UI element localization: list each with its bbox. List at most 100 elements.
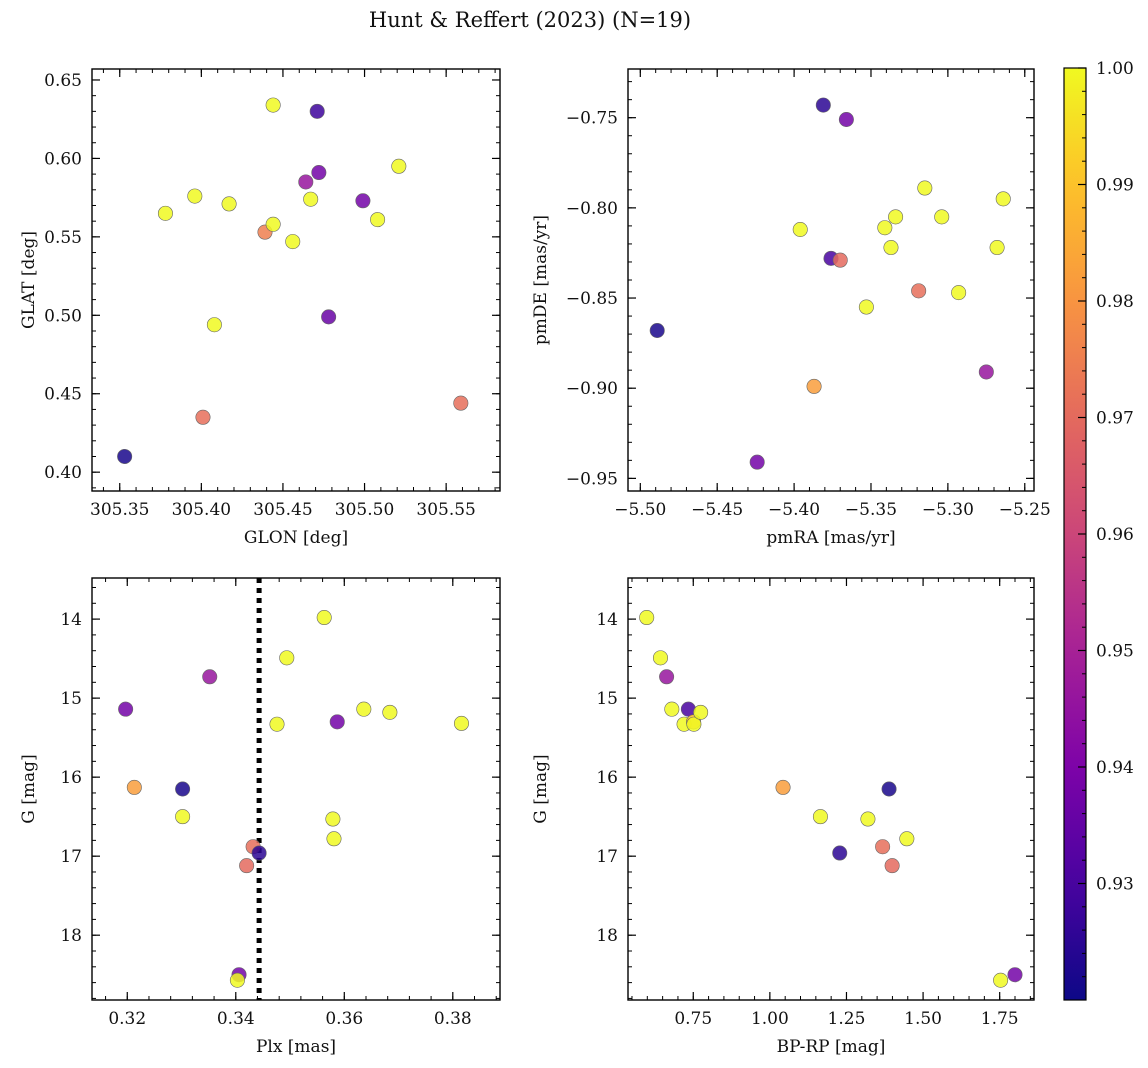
colorbar-tick-label: 0.98 [1096, 292, 1134, 312]
y-tick-label: −0.90 [566, 379, 618, 399]
colorbar-tick-label: 0.95 [1096, 642, 1134, 662]
data-point [382, 704, 398, 720]
y-tick-label: 15 [596, 689, 618, 709]
data-point [298, 174, 314, 190]
y-tick-label: 17 [60, 847, 82, 867]
y-tick-label: 15 [60, 689, 82, 709]
y-axis-label: G [mag] [19, 754, 39, 823]
data-point [117, 448, 133, 464]
data-point [118, 701, 134, 717]
data-point [989, 240, 1005, 256]
y-tick-label: −0.80 [566, 199, 618, 219]
data-point [838, 111, 854, 127]
y-tick-label: 0.50 [44, 306, 82, 326]
data-point [175, 781, 191, 797]
x-tick-label: −5.40 [768, 500, 820, 520]
colorbar-tick-label: 0.94 [1096, 758, 1134, 778]
y-tick-label: −0.85 [566, 289, 618, 309]
data-point [881, 781, 897, 797]
y-axis-label: pmDE [mas/yr] [531, 215, 551, 345]
data-point [391, 158, 407, 174]
data-point [649, 322, 665, 338]
x-tick-label: −5.50 [614, 500, 666, 520]
data-point [453, 715, 469, 731]
x-tick-label: 1.75 [981, 1009, 1019, 1029]
y-tick-label: 16 [596, 768, 618, 788]
data-point [303, 191, 319, 207]
y-tick-label: 14 [596, 610, 618, 630]
axes-frame [627, 577, 1035, 1001]
x-tick-label: −5.25 [999, 500, 1051, 520]
colorbar-tick-label: 0.97 [1096, 409, 1134, 429]
y-tick-label: 0.60 [44, 149, 82, 169]
data-point [978, 364, 994, 380]
data-point [888, 209, 904, 225]
y-tick-label: 18 [596, 926, 618, 946]
data-point [749, 454, 765, 470]
x-tick-label: 305.55 [416, 500, 475, 520]
x-tick-label: 0.38 [434, 1009, 472, 1029]
data-point [453, 395, 469, 411]
data-point [239, 858, 255, 874]
data-point [639, 610, 655, 626]
x-tick-label: −5.35 [845, 500, 897, 520]
x-tick-label: 1.50 [904, 1009, 942, 1029]
y-axis-label: GLAT [deg] [19, 231, 39, 329]
data-point [858, 299, 874, 315]
data-point [202, 669, 218, 685]
data-point [370, 212, 386, 228]
data-point [229, 972, 245, 988]
data-point [686, 716, 702, 732]
data-point [187, 188, 203, 204]
data-point [815, 97, 831, 113]
data-point [899, 831, 915, 847]
data-point [265, 216, 281, 232]
data-point [325, 811, 341, 827]
y-tick-label: −0.75 [566, 109, 618, 129]
data-point [775, 779, 791, 795]
data-point [883, 240, 899, 256]
data-point [157, 205, 173, 221]
colorbar-frame [1063, 67, 1087, 1001]
colorbar-tick-label: 0.96 [1096, 525, 1134, 545]
data-point [934, 209, 950, 225]
x-tick-label: 305.35 [90, 500, 149, 520]
data-point [355, 193, 371, 209]
x-axis-label: BP-RP [mag] [777, 1037, 886, 1057]
colorbar: 0.93 0.94 0.95 0.96 0.97 0.98 0.99 1.00 [1063, 59, 1134, 1001]
data-point [206, 317, 222, 333]
colorbar-tick-label: 0.93 [1096, 875, 1134, 895]
data-point [285, 234, 301, 250]
data-point [251, 845, 267, 861]
data-point [951, 285, 967, 301]
x-tick-label: 1.00 [751, 1009, 789, 1029]
x-axis-label: pmRA [mas/yr] [766, 528, 895, 548]
figure-title: Hunt & Reffert (2023) (N=19) [369, 8, 691, 32]
data-point [321, 309, 337, 325]
data-point [265, 97, 281, 113]
panel-proper-motion: −5.50 −5.45 −5.40 −5.35 −5.30 −5.25 −0.95 −0.90… [531, 68, 1051, 548]
y-tick-label: 17 [596, 847, 618, 867]
data-point [911, 283, 927, 299]
data-point [812, 809, 828, 825]
data-point [860, 811, 876, 827]
axes-frame [91, 577, 501, 1001]
data-point [309, 103, 325, 119]
data-point [221, 196, 237, 212]
data-point [126, 779, 142, 795]
data-point [326, 831, 342, 847]
data-point [311, 165, 327, 181]
x-axis-label: Plx [mas] [256, 1037, 336, 1057]
y-tick-label: 0.55 [44, 228, 82, 248]
x-tick-label: −5.30 [922, 500, 974, 520]
data-point [693, 704, 709, 720]
data-point [806, 378, 822, 394]
data-point [652, 650, 668, 666]
colorbar-tick-label: 0.99 [1096, 176, 1134, 196]
y-tick-label: 0.45 [44, 385, 82, 405]
data-point [356, 701, 372, 717]
y-tick-label: 0.40 [44, 463, 82, 483]
panel-color-magnitude: 0.75 1.00 1.25 1.50 1.75 14 15 16 17 18 BP-RP [mag… [531, 577, 1035, 1057]
x-tick-label: 305.45 [253, 500, 312, 520]
x-tick-label: 1.25 [828, 1009, 866, 1029]
